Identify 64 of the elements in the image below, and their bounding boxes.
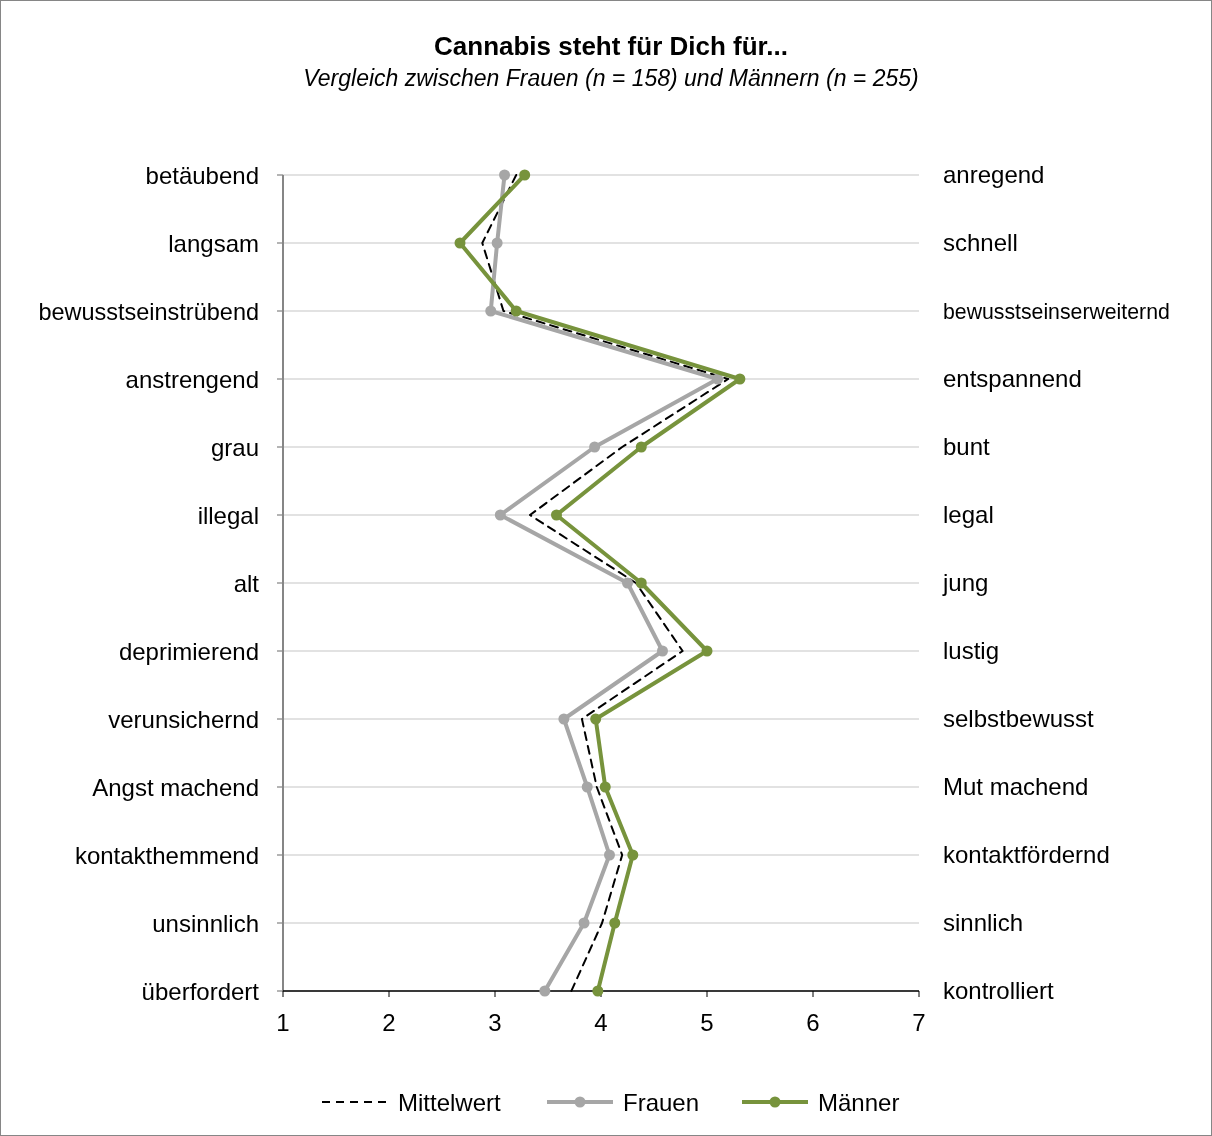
y2-tick-label: jung xyxy=(942,569,989,596)
y2-tick-label: bewusstseinserweiternd xyxy=(943,300,1170,324)
y-tick-label: alt xyxy=(233,570,260,597)
point xyxy=(590,713,602,725)
point xyxy=(635,577,647,589)
y2-tick-label: sinnlich xyxy=(943,909,1024,936)
point xyxy=(589,441,601,453)
x-tick-label: 6 xyxy=(806,1009,820,1036)
y-tick-label: kontakthemmend xyxy=(74,842,259,869)
point xyxy=(701,645,713,657)
y2-tick-label: lustig xyxy=(943,637,1000,664)
x-tick-label: 3 xyxy=(488,1009,502,1036)
point xyxy=(494,509,506,521)
point xyxy=(627,849,639,861)
x-tick-label: 1 xyxy=(276,1009,290,1036)
point xyxy=(734,373,746,385)
y-tick-label: Angst machend xyxy=(92,774,259,801)
point xyxy=(635,441,647,453)
point xyxy=(558,713,570,725)
y2-tick-label: kontaktfördernd xyxy=(943,841,1110,868)
y-tick-label: anstrengend xyxy=(125,366,259,393)
y-tick-label: illegal xyxy=(197,502,259,529)
point xyxy=(592,985,604,997)
y-tick-label: verunsichernd xyxy=(108,706,259,733)
y-tick-label: deprimierend xyxy=(118,638,259,665)
x-tick-label: 4 xyxy=(594,1009,608,1036)
x-tick-label: 2 xyxy=(382,1009,396,1036)
y-tick-label: grau xyxy=(210,434,259,461)
chart-subtitle: Vergleich zwischen Frauen (n = 158) und Männern (n = 255) xyxy=(303,65,919,91)
point xyxy=(712,373,724,385)
point xyxy=(539,985,551,997)
legend-label: Männer xyxy=(818,1089,900,1116)
point xyxy=(656,645,668,657)
point xyxy=(581,781,593,793)
y2-tick-label: legal xyxy=(943,501,994,528)
y-tick-label: betäubend xyxy=(145,162,259,189)
x-tick-label: 5 xyxy=(700,1009,714,1036)
y2-tick-label: entspannend xyxy=(943,365,1082,392)
point xyxy=(491,237,503,249)
point xyxy=(499,169,511,181)
y2-tick-label: schnell xyxy=(943,229,1018,256)
legend-label: Frauen xyxy=(623,1089,700,1116)
y-tick-label: bewusstseinstrübend xyxy=(38,299,259,325)
point xyxy=(622,577,633,589)
point xyxy=(519,169,531,181)
point xyxy=(609,917,621,929)
point xyxy=(603,849,615,861)
x-tick-label: 7 xyxy=(912,1009,926,1036)
point xyxy=(599,781,611,793)
y2-tick-label: kontrolliert xyxy=(943,977,1055,1004)
y2-tick-label: selbstbewusst xyxy=(943,705,1095,732)
point xyxy=(578,917,590,929)
point xyxy=(510,305,522,317)
chart-title: Cannabis steht für Dich für... xyxy=(434,31,788,61)
y2-tick-label: bunt xyxy=(943,433,991,460)
y2-tick-label: Mut machend xyxy=(943,773,1089,800)
y-tick-label: überfordert xyxy=(141,978,260,1005)
point xyxy=(454,237,466,249)
legend-label: Mittelwert xyxy=(398,1089,502,1116)
y-tick-label: langsam xyxy=(168,230,259,257)
point xyxy=(485,305,497,317)
y2-tick-label: anregend xyxy=(943,161,1045,188)
y-tick-label: unsinnlich xyxy=(152,910,259,937)
point xyxy=(550,509,562,521)
